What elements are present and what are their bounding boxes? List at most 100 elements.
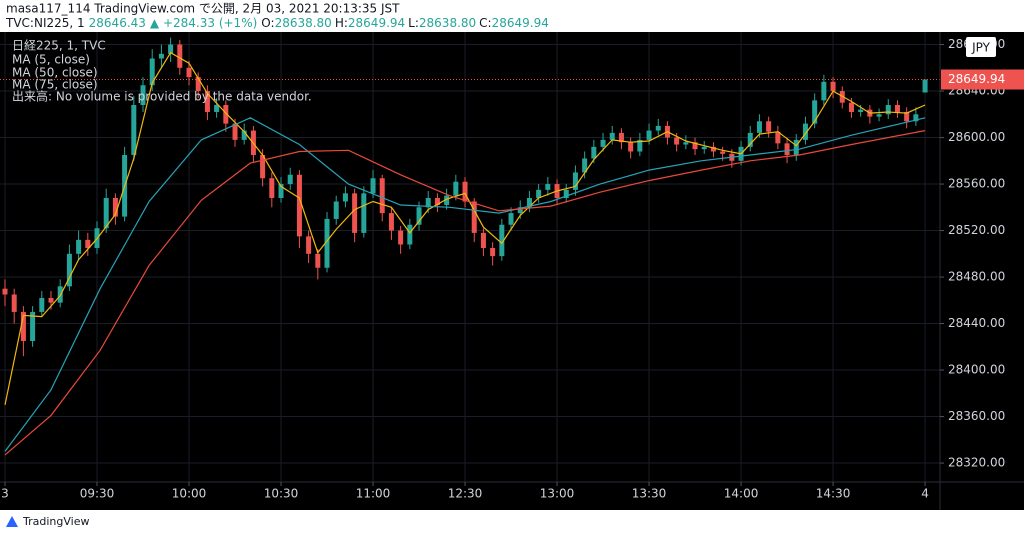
legend: 日経225, 1, TVC MA (5, close) MA (50, clos… bbox=[12, 39, 312, 104]
x-tick-label: 13:00 bbox=[540, 487, 575, 501]
candle-body bbox=[48, 297, 54, 303]
candle-body bbox=[600, 139, 606, 147]
candle-body bbox=[112, 198, 118, 217]
candle-body bbox=[710, 146, 716, 152]
candle-body bbox=[848, 102, 854, 112]
brand: TradingView bbox=[22, 515, 89, 528]
candle-body bbox=[186, 67, 192, 78]
candle-body bbox=[591, 146, 597, 159]
x-tick-label: 09:30 bbox=[80, 487, 115, 501]
candle-body bbox=[287, 174, 293, 185]
candle-body bbox=[388, 213, 394, 231]
candle-body bbox=[830, 81, 836, 92]
candle-body bbox=[683, 142, 689, 145]
symbol: TVC:NI225, 1 bbox=[5, 16, 85, 30]
ohlc-value: 28638.80 bbox=[275, 16, 332, 30]
candle-body bbox=[66, 253, 72, 287]
candle-body bbox=[563, 189, 569, 199]
change: ▲ +284.33 (+1%) bbox=[150, 16, 257, 30]
header-bar bbox=[0, 0, 1024, 32]
candle-body bbox=[223, 105, 229, 124]
footer-bar bbox=[0, 510, 1024, 537]
candle-body bbox=[278, 184, 284, 199]
candle-body bbox=[885, 105, 891, 115]
header-line1: masa117_114 TradingView.com で公開, 2月 03, … bbox=[6, 2, 400, 16]
candle-body bbox=[793, 139, 799, 155]
ma-line bbox=[4, 130, 926, 456]
y-tick-label: 28560.00 bbox=[948, 177, 1005, 191]
y-tick-label: 28400.00 bbox=[948, 363, 1005, 377]
currency[interactable]: JPY bbox=[971, 41, 991, 55]
ohlc-label: C: bbox=[479, 16, 491, 30]
candle-body bbox=[361, 193, 367, 233]
candle-body bbox=[434, 198, 440, 205]
candle-body bbox=[747, 132, 753, 147]
x-tick-label: 4 bbox=[921, 487, 929, 501]
x-tick-label: 14:00 bbox=[724, 487, 759, 501]
candle-body bbox=[324, 218, 330, 268]
candle-body bbox=[11, 294, 17, 312]
candle-body bbox=[315, 253, 321, 268]
candle-body bbox=[692, 142, 698, 150]
candle-body bbox=[76, 239, 82, 254]
candle-body bbox=[618, 132, 624, 143]
y-tick-label: 28320.00 bbox=[948, 456, 1005, 470]
ma-line bbox=[4, 51, 926, 406]
candle-body bbox=[2, 288, 8, 295]
candle-body bbox=[756, 121, 762, 133]
legend-title: 日経225, 1, TVC bbox=[12, 39, 106, 53]
candle-body bbox=[416, 207, 422, 225]
candle-body bbox=[499, 224, 505, 257]
grid bbox=[0, 32, 940, 482]
candle-body bbox=[444, 195, 450, 205]
candle-body bbox=[85, 239, 91, 248]
ohlc-label: H: bbox=[335, 16, 348, 30]
ohlc-value: 28638.80 bbox=[419, 16, 476, 30]
candle-body bbox=[646, 130, 652, 140]
x-tick-label: 11:00 bbox=[356, 487, 391, 501]
candle-body bbox=[904, 111, 910, 122]
candle-body bbox=[766, 121, 772, 132]
y-tick-label: 28440.00 bbox=[948, 316, 1005, 330]
candle-body bbox=[158, 53, 164, 59]
candle-body bbox=[674, 137, 680, 145]
candle-body bbox=[637, 139, 643, 152]
candle-body bbox=[517, 207, 523, 214]
candle-body bbox=[296, 174, 302, 237]
legend-entry: MA (75, close) bbox=[12, 78, 98, 92]
candle-body bbox=[526, 198, 532, 208]
x-tick-label: 13:30 bbox=[632, 487, 667, 501]
candle-body bbox=[471, 201, 477, 233]
ohlc-value: 28649.94 bbox=[492, 16, 549, 30]
candle-body bbox=[812, 100, 818, 124]
currency-badge[interactable] bbox=[966, 37, 996, 57]
ma-line bbox=[4, 117, 926, 452]
candle-body bbox=[241, 130, 247, 140]
candle-body bbox=[582, 158, 588, 173]
axes: 28320.00 28360.00 28400.00 28440.00 28480.00… bbox=[1, 37, 1024, 501]
candle-body bbox=[352, 193, 358, 233]
candle-body bbox=[720, 151, 726, 154]
candle-body bbox=[333, 201, 339, 219]
candle-body bbox=[214, 105, 220, 112]
candle-body bbox=[195, 77, 201, 92]
x-tick-label: 10:00 bbox=[172, 487, 207, 501]
candle-body bbox=[655, 125, 661, 131]
chart-background bbox=[0, 32, 1024, 510]
header-line2: TVC:NI225, 1 28646.43 ▲ +284.33 (+1%) O:286… bbox=[5, 16, 549, 30]
candle-body bbox=[480, 232, 486, 248]
candle-body bbox=[306, 236, 312, 254]
candle-body bbox=[232, 123, 238, 140]
candle-body bbox=[370, 178, 376, 194]
candle-body bbox=[269, 178, 275, 199]
candle-body bbox=[913, 114, 919, 122]
candle-body bbox=[536, 189, 542, 199]
candle-body bbox=[30, 311, 36, 341]
candle-body bbox=[260, 154, 266, 179]
candle-body bbox=[177, 44, 183, 68]
ohlc-label: O: bbox=[261, 16, 274, 30]
candle-body bbox=[398, 230, 404, 245]
volume-note: 出来高: No volume is provided by the data v… bbox=[12, 89, 312, 104]
ohlc-value: 28649.94 bbox=[348, 16, 405, 30]
